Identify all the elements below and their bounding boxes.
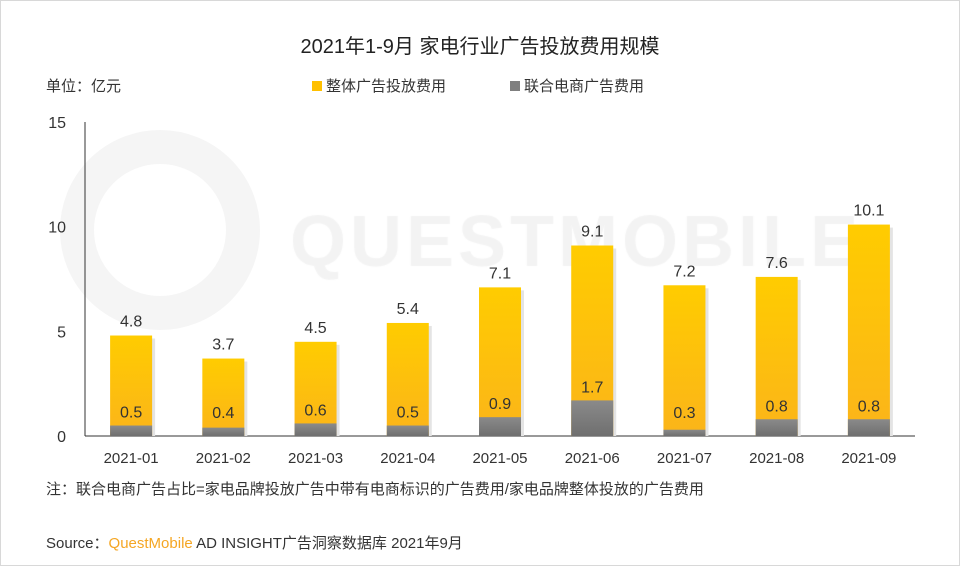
- bar-total: [755, 276, 798, 436]
- data-label-total: 4.5: [304, 320, 326, 337]
- legend-label-total: 整体广告投放费用: [326, 78, 447, 95]
- data-label-total: 7.2: [673, 263, 695, 280]
- bar-ecommerce: [847, 419, 890, 436]
- x-tick-label: 2021-02: [196, 450, 251, 467]
- x-tick-label: 2021-04: [380, 450, 435, 467]
- data-label-total: 4.8: [120, 314, 142, 331]
- source-brand: QuestMobile: [108, 535, 193, 552]
- x-tick-label: 2021-08: [749, 450, 804, 467]
- legend-swatch-ecommerce: [510, 80, 520, 91]
- legend-swatch-total: [312, 80, 322, 91]
- data-label-total: 3.7: [212, 337, 234, 354]
- chart-title: 2021年1-9月 家电行业广告投放费用规模: [300, 36, 660, 58]
- x-tick-label: 2021-05: [472, 450, 527, 467]
- data-label-total: 7.6: [766, 255, 788, 272]
- data-label-total: 9.1: [581, 224, 603, 241]
- bar-total: [847, 224, 890, 436]
- data-label-total: 7.1: [489, 265, 511, 282]
- bar-total: [479, 287, 521, 436]
- bar-total: [663, 285, 706, 436]
- bar-ecommerce: [663, 429, 706, 436]
- source-label: Source：: [46, 535, 109, 552]
- data-label-ecommerce: 0.5: [120, 405, 142, 422]
- y-tick-label: 0: [57, 429, 66, 446]
- data-label-ecommerce: 0.8: [858, 398, 880, 415]
- bar-total: [386, 322, 429, 436]
- x-tick-label: 2021-09: [841, 450, 896, 467]
- data-label-ecommerce: 0.3: [673, 405, 695, 422]
- data-label-ecommerce: 0.6: [304, 402, 326, 419]
- data-label-ecommerce: 0.4: [212, 405, 234, 422]
- data-label-ecommerce: 1.7: [581, 379, 603, 396]
- bar-ecommerce: [294, 423, 337, 436]
- bar-ecommerce: [479, 417, 521, 436]
- y-tick-label: 10: [48, 220, 66, 237]
- bar-ecommerce: [110, 425, 153, 436]
- bar-ecommerce: [386, 425, 429, 436]
- bar-total: [294, 341, 337, 436]
- x-tick-label: 2021-06: [565, 450, 620, 467]
- y-tick-label: 5: [57, 324, 66, 341]
- data-label-ecommerce: 0.5: [397, 405, 419, 422]
- source-text: AD INSIGHT广告洞察数据库 2021年9月: [192, 535, 463, 552]
- unit-label: 单位：亿元: [46, 78, 122, 95]
- data-label-ecommerce: 0.9: [489, 396, 511, 413]
- bar-total: [202, 358, 245, 436]
- x-tick-label: 2021-01: [104, 450, 159, 467]
- bar-ecommerce: [571, 400, 614, 436]
- x-tick-label: 2021-07: [657, 450, 712, 467]
- legend-item-ecommerce: 联合电商广告费用: [510, 75, 644, 96]
- bar-total: [110, 335, 153, 436]
- footnote: 注：联合电商广告占比=家电品牌投放广告中带有电商标识的广告费用/家电品牌整体投放…: [46, 481, 704, 498]
- y-tick-label: 15: [48, 115, 66, 132]
- legend-item-total: 整体广告投放费用: [312, 75, 446, 96]
- data-label-total: 10.1: [853, 203, 884, 220]
- bar-ecommerce: [755, 419, 798, 436]
- source-line: Source：QuestMobile AD INSIGHT广告洞察数据库 202…: [46, 532, 463, 553]
- bar-ecommerce: [202, 427, 245, 436]
- x-tick-label: 2021-03: [288, 450, 343, 467]
- data-label-total: 5.4: [397, 301, 419, 318]
- legend-label-ecommerce: 联合电商广告费用: [524, 78, 645, 95]
- data-label-ecommerce: 0.8: [766, 398, 788, 415]
